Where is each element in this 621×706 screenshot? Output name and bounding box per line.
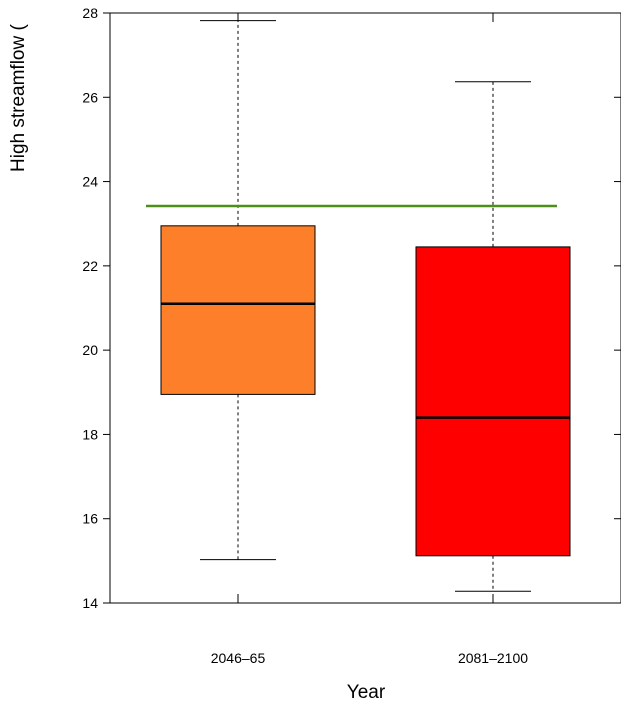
y-tick-label: 26: [82, 89, 98, 105]
x-axis: 2046–65 2081–2100: [211, 13, 528, 666]
plot-frame: [109, 12, 621, 604]
x-tick-label: 2046–65: [211, 650, 266, 666]
x-axis-title: Year: [347, 682, 386, 703]
y-tick-label: 14: [82, 595, 98, 611]
y-tick-label: 16: [82, 511, 98, 527]
box-iqr: [415, 246, 571, 557]
y-tick-label: 22: [82, 258, 98, 274]
y-axis-title: High streamflow (: [8, 24, 29, 172]
box-2: [415, 81, 571, 592]
boxes: [160, 20, 571, 592]
y-tick-label: 20: [82, 342, 98, 358]
y-tick-label: 24: [82, 174, 98, 190]
y-axis: 14 16 18 20 22 24 26 28: [82, 5, 621, 611]
box-1: [160, 20, 316, 561]
box-iqr: [160, 225, 316, 395]
y-tick-label: 18: [82, 426, 98, 442]
y-tick-label: 28: [82, 5, 98, 21]
x-tick-label: 2081–2100: [458, 650, 528, 666]
